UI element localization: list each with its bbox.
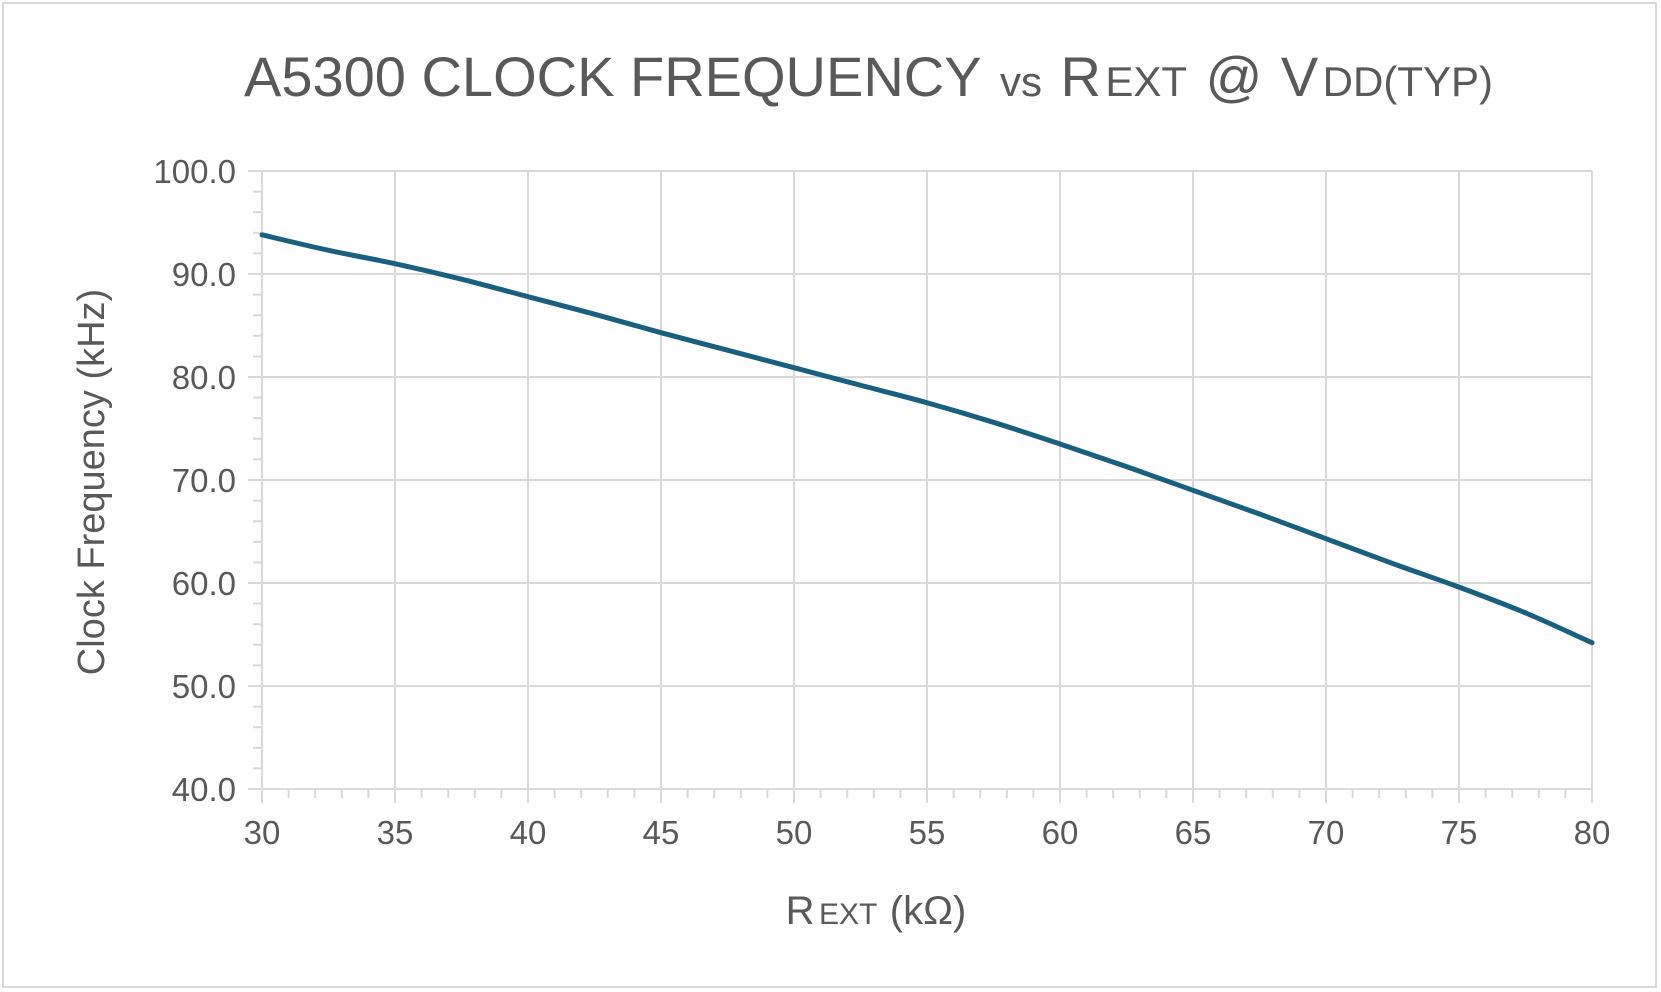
y-axis-title: Clock Frequency (kHz) (71, 289, 113, 675)
y-tick-label: 100.0 (153, 153, 236, 190)
y-tick-label: 40.0 (172, 771, 236, 808)
x-tick-label: 30 (244, 814, 281, 851)
x-tick-label: 55 (909, 814, 946, 851)
x-tick-label: 35 (377, 814, 414, 851)
y-tick-label: 80.0 (172, 359, 236, 396)
y-tick-label: 90.0 (172, 256, 236, 293)
chart-title: A5300 CLOCK FREQUENCY vs R EXT @ V DD(TY… (244, 45, 1493, 108)
x-axis-title: R EXT (kΩ) (786, 889, 967, 933)
x-axis-title-r-cap: R (786, 889, 815, 933)
title-v-cap: V (1281, 45, 1319, 108)
title-r-cap: R (1060, 45, 1100, 108)
chart: A5300 CLOCK FREQUENCY vs R EXT @ V DD(TY… (71, 45, 1610, 933)
title-v-sub: DD(TYP) (1323, 58, 1493, 105)
y-tick-label: 50.0 (172, 668, 236, 705)
title-vs: vs (1000, 58, 1042, 105)
plot-area: 30 35 40 45 50 55 60 65 70 75 80 40.0 50.0 60.0 70.0 80… (153, 153, 1610, 851)
y-tick-label: 60.0 (172, 565, 236, 602)
x-axis-title-r-sub: EXT (819, 898, 877, 931)
x-axis-title-unit: (kΩ) (890, 889, 967, 933)
x-tick-label: 65 (1175, 814, 1212, 851)
series-line-0 (259, 232, 1595, 646)
x-tick-label: 50 (776, 814, 813, 851)
x-tick-label: 80 (1574, 814, 1611, 851)
x-tick-label: 40 (510, 814, 547, 851)
title-main: A5300 CLOCK FREQUENCY (244, 45, 982, 108)
x-tick-label: 60 (1042, 814, 1079, 851)
x-tick-label: 70 (1308, 814, 1345, 851)
x-tick-label: 75 (1441, 814, 1478, 851)
y-tick-label: 70.0 (172, 462, 236, 499)
x-tick-label: 45 (643, 814, 680, 851)
title-at: @ (1206, 45, 1263, 108)
title-r-sub: EXT (1105, 58, 1187, 105)
